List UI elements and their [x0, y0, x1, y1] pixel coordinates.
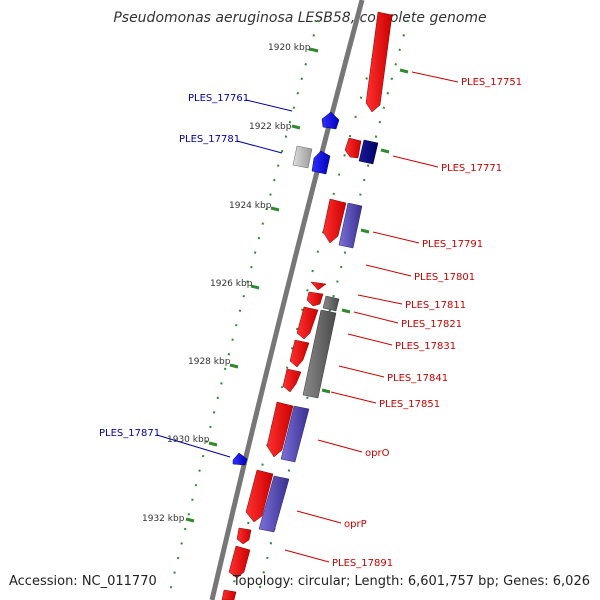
- scale-tick-label: 1926 kbp: [210, 279, 253, 289]
- gene-opro-purple[interactable]: [280, 405, 310, 463]
- gene-ples-17791[interactable]: [322, 198, 347, 244]
- gene-ples-17751[interactable]: [365, 11, 393, 113]
- gene-ples-17771[interactable]: [344, 137, 362, 159]
- gene-ples-17811[interactable]: [306, 291, 324, 307]
- leader-line: [156, 434, 231, 458]
- gene-label-ples-17811[interactable]: PLES_17811: [405, 300, 466, 311]
- leader-line: [392, 155, 439, 168]
- gene-ples-17891-a[interactable]: [236, 527, 252, 545]
- gene-opro[interactable]: [266, 401, 294, 458]
- gene-oprp-purple[interactable]: [258, 475, 290, 533]
- scale-tick-label: 1932 kbp: [142, 514, 185, 524]
- gene-ples-17831[interactable]: [289, 339, 310, 368]
- gene-label-ples-17841[interactable]: PLES_17841: [387, 373, 448, 384]
- gene-ples-17811-grey[interactable]: [322, 295, 340, 312]
- lane-markers: [321, 68, 409, 394]
- gene-ples-17871[interactable]: [232, 452, 248, 466]
- gene-label-ples-17751[interactable]: PLES_17751: [461, 77, 522, 88]
- reverse-strand-genes[interactable]: [232, 111, 340, 466]
- scale-tick-label: 1924 kbp: [229, 201, 272, 211]
- gene-label-ples-17851[interactable]: PLES_17851: [379, 399, 440, 410]
- gene-label-ples-17831[interactable]: PLES_17831: [395, 341, 456, 352]
- forward-strand-genes[interactable]: [221, 11, 393, 600]
- gene-fragment[interactable]: [221, 589, 237, 600]
- leader-line: [347, 333, 393, 346]
- gene-label-ples-17891[interactable]: PLES_17891: [332, 558, 393, 569]
- leader-line: [411, 71, 459, 83]
- leader-line: [365, 264, 412, 277]
- scale-tick-label: 1920 kbp: [268, 43, 311, 53]
- gene-label-oprp[interactable]: oprP: [344, 519, 367, 530]
- gene-ples-17821-grey[interactable]: [302, 309, 337, 399]
- leader-line: [317, 439, 363, 453]
- scale-tick-label: 1930 kbp: [167, 435, 210, 445]
- genome-summary-text: Topology: circular; Length: 6,601,757 bp…: [232, 574, 590, 589]
- gene-label-ples-17791[interactable]: PLES_17791: [422, 239, 483, 250]
- gene-ples-17821[interactable]: [296, 306, 319, 340]
- gene-ples-17781-light[interactable]: [292, 145, 313, 169]
- scale-ticks: [185, 47, 319, 523]
- gene-label-ples-17871[interactable]: PLES_17871: [99, 428, 160, 439]
- gene-ples-17781[interactable]: [311, 150, 331, 175]
- gene-label-ples-17771[interactable]: PLES_17771: [441, 163, 502, 174]
- leader-line: [357, 294, 403, 305]
- gene-ples-17771-navy[interactable]: [358, 139, 379, 165]
- gene-ples-17891-b[interactable]: [228, 545, 251, 579]
- inner-guide-track: [167, 19, 319, 600]
- leader-line: [245, 99, 293, 112]
- gene-ples-17761[interactable]: [321, 111, 340, 130]
- gene-ples-17841[interactable]: [282, 368, 302, 393]
- gene-label-ples-17781[interactable]: PLES_17781: [179, 134, 240, 145]
- accession-text: Accession: NC_011770: [9, 574, 157, 589]
- gene-label-ples-17801[interactable]: PLES_17801: [414, 272, 475, 283]
- genome-backbone: [209, 0, 365, 600]
- operon-boxes[interactable]: [258, 139, 379, 533]
- leader-line: [338, 365, 385, 378]
- leader-line: [330, 391, 377, 404]
- gene-label-ples-17761[interactable]: PLES_17761: [188, 93, 249, 104]
- scale-tick-label: 1928 kbp: [188, 357, 231, 367]
- gene-oprp[interactable]: [245, 469, 274, 523]
- gene-ples-17801[interactable]: [310, 281, 327, 291]
- leader-line: [296, 510, 342, 524]
- gene-label-ples-17821[interactable]: PLES_17821: [401, 319, 462, 330]
- map-title: Pseudomonas aeruginosa LESB58, complete …: [113, 10, 487, 26]
- gene-ples-17791-purple[interactable]: [338, 202, 363, 249]
- gene-label-opro[interactable]: oprO: [365, 448, 390, 459]
- leader-line: [353, 311, 399, 324]
- leader-line: [372, 231, 420, 244]
- scale-tick-label: 1922 kbp: [249, 122, 292, 132]
- leader-line: [236, 140, 283, 154]
- leader-line: [284, 549, 330, 563]
